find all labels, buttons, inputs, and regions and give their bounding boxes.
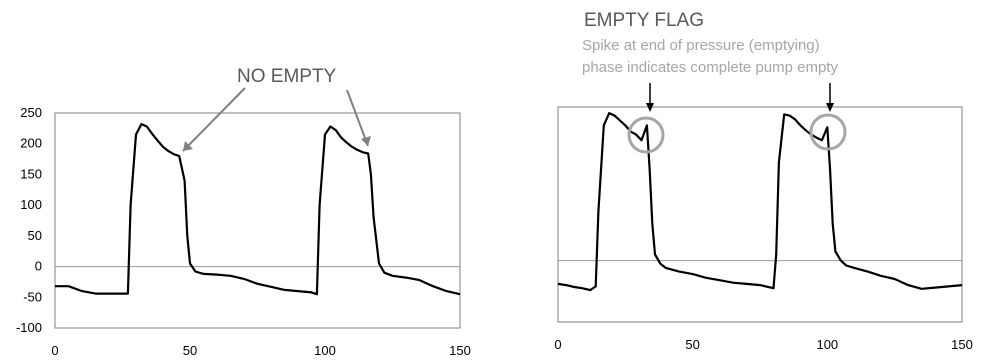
plot-area-right (557, 106, 963, 323)
y-tick-label-left: -50 (23, 289, 42, 304)
spike-highlight-circle-right (809, 113, 847, 151)
no-empty-label: NO EMPTY (237, 66, 337, 87)
no-empty-arrow-right (346, 89, 369, 147)
empty-flag-annotation: EMPTY FLAG Spike at end of pressure (emp… (582, 10, 847, 154)
no-empty-arrow-left (182, 87, 246, 152)
spike-highlight-circle-left (627, 116, 665, 154)
x-tick-label-right: 50 (685, 337, 699, 352)
series-line-right (557, 112, 963, 292)
y-tick-label-left: 250 (20, 105, 42, 120)
no-empty-arrowhead-left (183, 141, 193, 151)
empty-flag-desc-line1: Spike at end of pressure (emptying) (582, 37, 820, 54)
empty-flag-label: EMPTY FLAG (584, 10, 704, 31)
y-tick-label-left: 100 (20, 197, 42, 212)
x-tick-label-right: 150 (951, 337, 973, 352)
empty-flag-desc-line2: phase indicates complete pump empty (582, 59, 838, 76)
y-tick-label-left: 200 (20, 136, 42, 151)
x-tick-label-right: 0 (554, 337, 561, 352)
chart-no-empty: -100 -50 0 50 100 150 200 250 0 50 100 150 (16, 105, 471, 358)
y-tick-label-left: -100 (16, 320, 42, 335)
plot-area-left (54, 112, 461, 329)
x-tick-label-left: 0 (51, 343, 58, 358)
no-empty-annotation: NO EMPTY (182, 66, 371, 152)
empty-flag-arrowhead-right (826, 103, 834, 112)
y-tick-label-left: 0 (35, 259, 42, 274)
series-line-left (55, 123, 461, 296)
x-tick-label-right: 100 (816, 337, 838, 352)
x-tick-label-left: 150 (449, 343, 471, 358)
x-tick-label-left: 50 (183, 343, 197, 358)
y-tick-label-left: 50 (28, 228, 42, 243)
no-empty-arrowhead-right (361, 136, 371, 146)
chart-empty-flag: 0 50 100 150 (554, 106, 973, 352)
x-tick-label-left: 100 (314, 343, 336, 358)
y-tick-label-left: 150 (20, 166, 42, 181)
empty-flag-arrowhead-left (646, 103, 654, 112)
